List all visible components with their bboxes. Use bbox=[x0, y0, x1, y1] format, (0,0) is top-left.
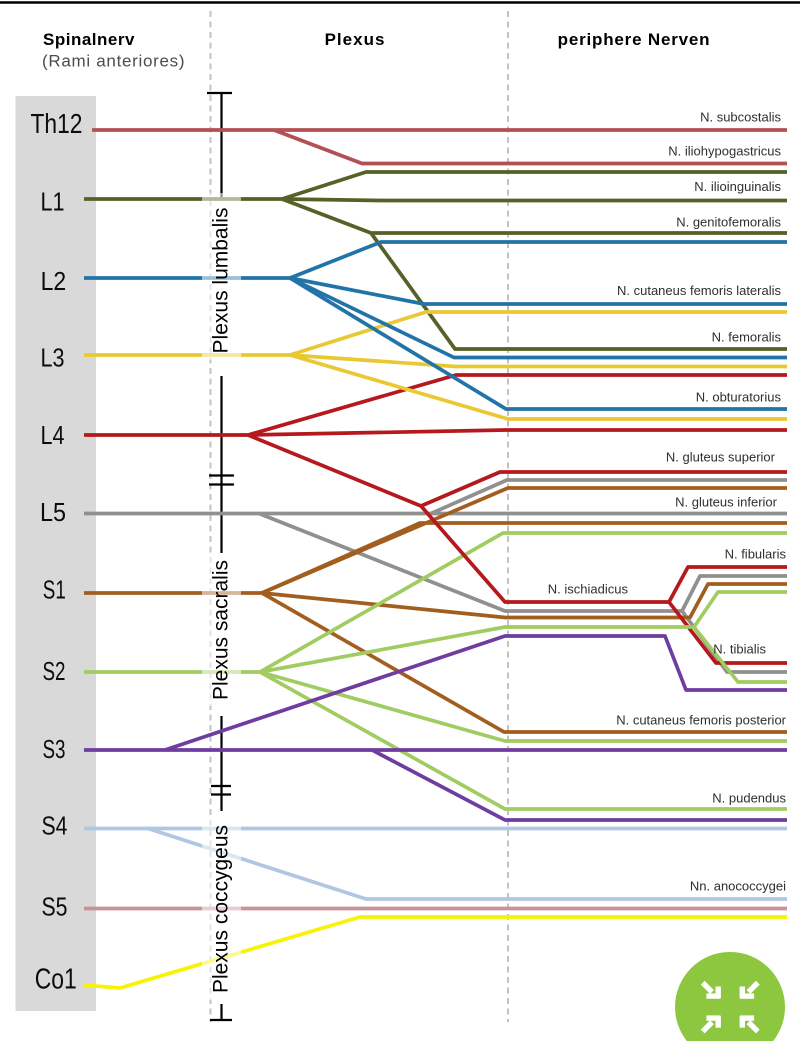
svg-text:S3: S3 bbox=[43, 734, 66, 764]
svg-text:N. gluteus inferior: N. gluteus inferior bbox=[675, 495, 778, 510]
svg-text:S5: S5 bbox=[42, 892, 68, 922]
svg-text:N. fibularis: N. fibularis bbox=[725, 547, 787, 562]
svg-text:S4: S4 bbox=[42, 811, 68, 841]
svg-text:L2: L2 bbox=[41, 266, 67, 296]
svg-text:N. cutaneus femoris posterior: N. cutaneus femoris posterior bbox=[616, 713, 786, 728]
svg-text:Plexus sacralis: Plexus sacralis bbox=[210, 560, 233, 700]
svg-text:N. obturatorius: N. obturatorius bbox=[696, 390, 782, 405]
svg-text:Spinalnerv: Spinalnerv bbox=[43, 30, 135, 49]
svg-text:S1: S1 bbox=[43, 575, 66, 605]
svg-text:N. subcostalis: N. subcostalis bbox=[700, 110, 781, 125]
svg-text:Plexus: Plexus bbox=[325, 30, 386, 49]
svg-text:Plexus coccygeus: Plexus coccygeus bbox=[210, 825, 233, 993]
svg-text:N. genitofemoralis: N. genitofemoralis bbox=[676, 215, 781, 230]
svg-text:L5: L5 bbox=[40, 497, 66, 527]
svg-text:N. ilioinguinalis: N. ilioinguinalis bbox=[694, 179, 781, 194]
svg-text:Nn. anococcygei: Nn. anococcygei bbox=[690, 879, 786, 894]
svg-text:L3: L3 bbox=[41, 343, 65, 373]
svg-text:N. iliohypogastricus: N. iliohypogastricus bbox=[668, 144, 781, 159]
svg-text:Co1: Co1 bbox=[35, 964, 77, 996]
svg-text:Th12: Th12 bbox=[31, 108, 83, 139]
svg-text:(Rami anteriores): (Rami anteriores) bbox=[42, 52, 185, 71]
svg-text:N. pudendus: N. pudendus bbox=[712, 791, 786, 806]
svg-text:N. tibialis: N. tibialis bbox=[713, 642, 766, 657]
svg-text:S2: S2 bbox=[43, 656, 66, 686]
svg-text:periphere Nerven: periphere Nerven bbox=[558, 30, 711, 49]
svg-text:N. gluteus superior: N. gluteus superior bbox=[666, 450, 776, 465]
svg-text:N. cutaneus femoris lateralis: N. cutaneus femoris lateralis bbox=[617, 283, 782, 298]
svg-text:L4: L4 bbox=[41, 420, 65, 450]
svg-text:N. ischiadicus: N. ischiadicus bbox=[548, 582, 629, 597]
svg-text:Plexus lumbalis: Plexus lumbalis bbox=[210, 208, 233, 354]
svg-text:L1: L1 bbox=[41, 187, 65, 217]
svg-text:N. femoralis: N. femoralis bbox=[712, 330, 782, 345]
